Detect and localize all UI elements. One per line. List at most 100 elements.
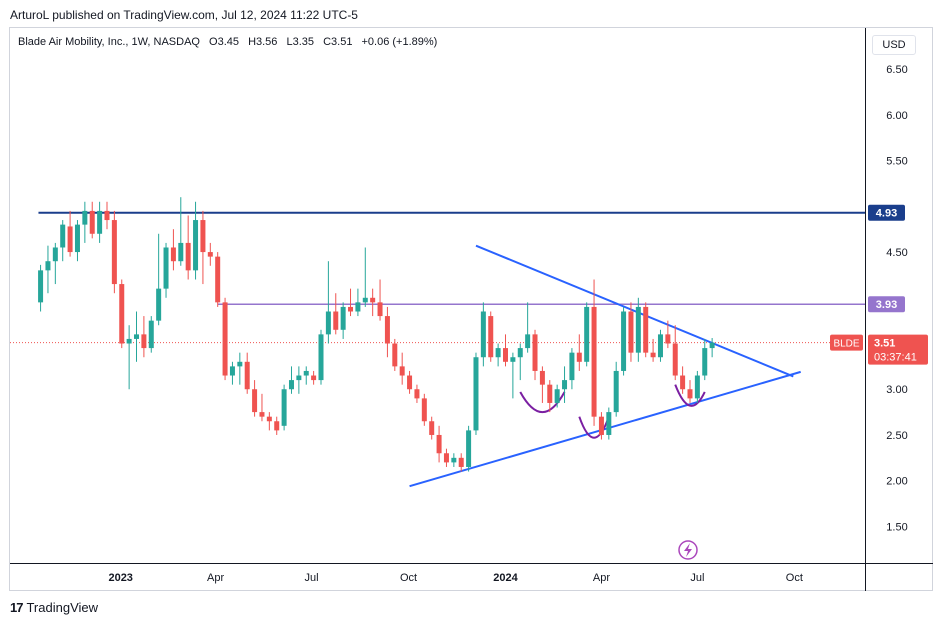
candle (525, 302, 531, 353)
footer: 17 TradingView (10, 600, 98, 615)
candle-body (643, 306, 649, 353)
candle (562, 366, 568, 403)
candle-body (613, 370, 619, 413)
candle (82, 201, 88, 243)
candle-body (170, 247, 176, 262)
candle (45, 245, 51, 294)
candle (665, 320, 671, 349)
candle-body (163, 247, 169, 289)
candle-body (148, 320, 154, 349)
candle (215, 252, 221, 307)
candle-body (266, 416, 272, 422)
x-tick-label: Jul (304, 572, 318, 584)
x-tick-label: 2024 (493, 572, 518, 584)
candle (178, 197, 184, 266)
candle-body (325, 311, 331, 335)
candle-body (82, 210, 88, 225)
candle (325, 261, 331, 344)
candle-body (119, 284, 125, 344)
candle (443, 448, 449, 467)
y-tick-label: 4.50 (886, 247, 907, 259)
y-tick-label: 2.50 (886, 430, 907, 442)
candle (119, 279, 125, 349)
candle-body (45, 261, 51, 271)
countdown-text: 03:37:41 (874, 352, 917, 364)
candle-body (111, 220, 117, 285)
event-lightning-icon (678, 540, 698, 560)
candle (244, 352, 250, 394)
trendline-lower (409, 370, 801, 488)
candle (458, 453, 464, 472)
candle-body (488, 316, 494, 358)
candle-body (694, 375, 700, 399)
x-tick-label: Jul (690, 572, 704, 584)
candle-body (89, 210, 95, 234)
last-price-text: 3.51 (874, 338, 895, 350)
currency-button[interactable]: USD (872, 35, 916, 55)
candle (274, 416, 280, 435)
lightning-glyph (684, 543, 692, 557)
candle-body (67, 226, 73, 253)
candle (687, 380, 693, 403)
candle-body (473, 357, 479, 431)
tradingview-logo-icon: 17 (10, 600, 24, 615)
candle-body (259, 412, 265, 417)
candle (141, 316, 147, 358)
candle (148, 316, 154, 353)
candle-body (252, 389, 258, 413)
candle-body (414, 389, 420, 399)
candle (591, 279, 597, 426)
x-tick-label: Oct (400, 572, 417, 584)
resistance-price-text: 4.93 (876, 208, 897, 220)
candle (134, 311, 140, 362)
candle (539, 366, 545, 403)
pattern-arc (674, 384, 706, 407)
y-tick-label: 3.00 (886, 384, 907, 396)
candle (613, 361, 619, 417)
candle (414, 384, 420, 403)
candle (311, 370, 317, 385)
candle (348, 288, 354, 317)
candle-body (584, 306, 590, 362)
candle (296, 366, 302, 394)
candle-body (429, 421, 435, 435)
candle-body (458, 457, 464, 467)
axes: 6.50 6.00 5.50 4.50 3.00 2.50 2.00 1.50 2023 Apr J… (10, 28, 933, 591)
candle (266, 412, 272, 431)
midline-price-text: 3.93 (876, 299, 897, 311)
candle (126, 325, 132, 390)
candle-body (311, 375, 317, 381)
candle (598, 412, 604, 440)
legend-close: C3.51 (323, 36, 353, 48)
symbol-tag-text: BLDE (833, 339, 859, 350)
candle (709, 338, 715, 358)
y-tick-label: 6.50 (886, 64, 907, 76)
candle-body (237, 361, 243, 367)
candle-body (554, 389, 560, 403)
y-tick-label: 2.00 (886, 476, 907, 488)
candle-body (539, 370, 545, 385)
candle-body (443, 453, 449, 463)
candle (399, 352, 405, 385)
candle-body (200, 220, 206, 253)
candle (392, 338, 398, 371)
x-tick-label: 2023 (108, 572, 132, 584)
candle-body (274, 421, 280, 431)
x-tick-label: Apr (207, 572, 224, 584)
candle (89, 201, 95, 239)
candle-body (680, 375, 686, 390)
legend-open: O3.45 (209, 36, 239, 48)
candle-body (635, 306, 641, 353)
candle-body (126, 338, 132, 344)
candle (185, 215, 191, 280)
candle (222, 297, 228, 381)
candle (702, 338, 708, 381)
candle-body (185, 242, 191, 271)
candle (104, 201, 110, 230)
candle (584, 302, 590, 367)
candle-body (451, 457, 457, 463)
candle (628, 302, 634, 362)
candle-body (466, 430, 472, 467)
candle-body (517, 348, 523, 358)
